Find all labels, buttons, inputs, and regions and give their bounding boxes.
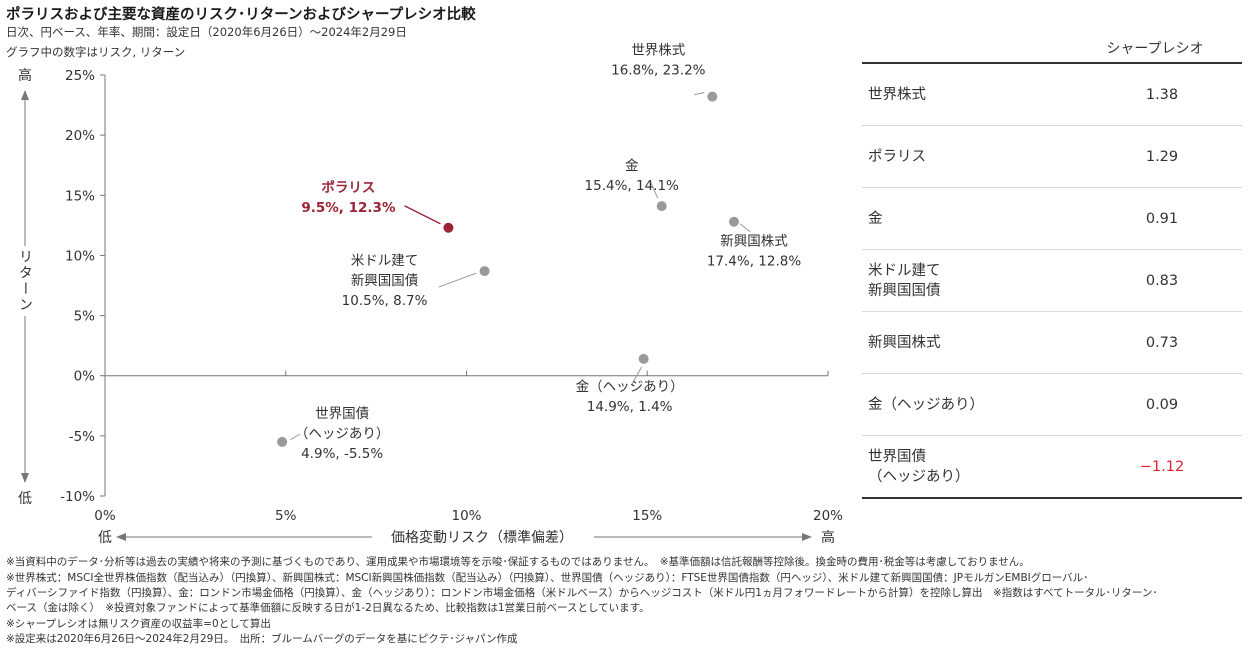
sharpe-row: 世界株式 1.38 (862, 62, 1242, 126)
point-leader-line (739, 223, 751, 233)
sharpe-row: 世界国債 （ヘッジあり） −1.12 (862, 435, 1242, 499)
point-name-label: 金 (625, 158, 639, 174)
sharpe-asset-name: 世界国債 （ヘッジあり） (862, 435, 1082, 499)
sharpe-value: 0.91 (1082, 187, 1242, 250)
y-tick-label: 10% (65, 248, 95, 264)
y-arrow-up-icon (21, 90, 29, 100)
sharpe-row: ポラリス 1.29 (862, 125, 1242, 188)
y-tick-label: 15% (65, 188, 95, 204)
y-tick-label: 5% (74, 309, 96, 325)
y-tick-label: -5% (69, 429, 95, 445)
chart-note: グラフ中の数字はリスク, リターン (6, 45, 186, 59)
x-tick-label: 10% (451, 508, 481, 524)
footnote-3: ディバーシファイド指数（円換算）、金：ロンドン市場金価格（円換算）、金（ヘッジあ… (6, 587, 1158, 599)
point-name-label: 金（ヘッジあり） (576, 379, 684, 395)
x-tick-label: 20% (813, 508, 843, 524)
sharpe-value: 0.09 (1082, 373, 1242, 436)
sharpe-ratio-header: シャープレシオ (1106, 41, 1204, 57)
sharpe-value: −1.12 (1082, 435, 1242, 499)
sharpe-row: 金 0.91 (862, 187, 1242, 250)
sharpe-asset-name: 新興国株式 (862, 311, 1082, 374)
x-label-bg (372, 527, 594, 547)
point-value-label: 16.8%, 23.2% (611, 63, 706, 79)
sharpe-row: 米ドル建て 新興国国債 0.83 (862, 249, 1242, 312)
point-name-label: 世界国債 (315, 406, 369, 422)
x-axis-label: 価格変動リスク（標準偏差） (391, 529, 573, 546)
x-high-label: 高 (821, 529, 835, 546)
x-tick-label: 5% (275, 508, 297, 524)
y-tick-label: -10% (60, 489, 95, 505)
data-point (638, 353, 649, 364)
data-point (707, 91, 718, 102)
point-name-label: （ヘッジあり） (295, 426, 390, 442)
sharpe-asset-name: 米ドル建て 新興国国債 (862, 249, 1082, 312)
data-point (443, 222, 454, 233)
sharpe-value: 0.83 (1082, 249, 1242, 312)
point-name-label: 世界株式 (631, 43, 685, 59)
point-leader-line (694, 92, 705, 96)
x-arrow-left-icon (116, 533, 126, 541)
point-leader-line (438, 272, 477, 288)
y-arrow-down-icon (21, 473, 29, 483)
data-point (277, 436, 288, 447)
y-low-label: 低 (18, 491, 32, 507)
x-tick-label: 15% (632, 508, 662, 524)
x-low-label: 低 (98, 530, 112, 546)
x-arrow-right-icon (802, 533, 812, 541)
y-label-bg (12, 246, 38, 316)
risk-return-scatter-chart: 25%20%15%10%5%0%-5%-10%0% 5% 10% 15% 20%高低リタ… (12, 42, 844, 547)
point-leader-line (404, 205, 441, 225)
point-leader-line (289, 433, 301, 441)
chart-subtitle: 日次、円ベース、年率、期間：設定日（2020年6月26日）～2024年2月29日 (6, 25, 407, 39)
y-tick-label: 0% (74, 369, 96, 385)
sharpe-value: 0.73 (1082, 311, 1242, 374)
point-value-label: 4.9%, -5.5% (301, 446, 383, 462)
y-axis-label: リターン (17, 249, 33, 313)
sharpe-asset-name: ポラリス (862, 125, 1082, 188)
y-tick-label: 25% (65, 68, 95, 84)
page-title: ポラリスおよび主要な資産のリスク･リターンおよびシャープレシオ比較 (6, 7, 476, 23)
sharpe-asset-name: 世界株式 (862, 62, 1082, 126)
data-point (729, 216, 740, 227)
sharpe-asset-name: 金 (862, 187, 1082, 250)
point-name-label: 米ドル建て (351, 253, 419, 269)
point-value-label: 17.4%, 12.8% (707, 254, 802, 270)
point-name-label: 新興国国債 (351, 273, 419, 289)
point-value-label: 15.4%, 14.1% (585, 178, 680, 194)
y-tick-label: 20% (65, 128, 95, 144)
sharpe-asset-name: 金（ヘッジあり） (862, 373, 1082, 436)
sharpe-ratio-table: 世界株式 1.38 ポラリス 1.29 金 0.91 米ドル建て 新興国国債 0.83 新興国株… (862, 62, 1242, 499)
footnote-2: ※世界株式：MSCI全世界株価指数（配当込み）（円換算）、新興国株式：MSCI新… (6, 572, 1089, 584)
point-leader-line (649, 179, 659, 199)
sharpe-value: 1.29 (1082, 125, 1242, 188)
sharpe-row: 金（ヘッジあり） 0.09 (862, 373, 1242, 436)
point-leader-line (631, 366, 643, 386)
data-point (479, 266, 490, 277)
point-name-label: 新興国株式 (720, 234, 788, 250)
y-high-label: 高 (18, 67, 32, 84)
sharpe-value: 1.38 (1082, 62, 1242, 126)
footnote-1: ※当資料中のデータ･分析等は過去の実績や将来の予測に基づくものであり、運用成果や… (6, 556, 1030, 568)
point-name-label: ポラリス (321, 179, 375, 196)
footnote-6: ※設定来は2020年6月26日～2024年2月29日。 出所：ブルームバーグのデ… (6, 633, 518, 645)
footnote-4: ベース（金は除く） ※投資対象ファンドによって基準価額に反映する日が1-2日異な… (6, 602, 650, 614)
x-tick-label: 0% (94, 508, 116, 524)
point-value-label: 9.5%, 12.3% (301, 200, 396, 216)
data-point (656, 201, 667, 212)
point-value-label: 14.9%, 1.4% (587, 399, 673, 415)
footnote-5: ※シャープレシオは無リスク資産の収益率=0として算出 (6, 618, 271, 630)
point-value-label: 10.5%, 8.7% (342, 293, 428, 309)
sharpe-row: 新興国株式 0.73 (862, 311, 1242, 374)
